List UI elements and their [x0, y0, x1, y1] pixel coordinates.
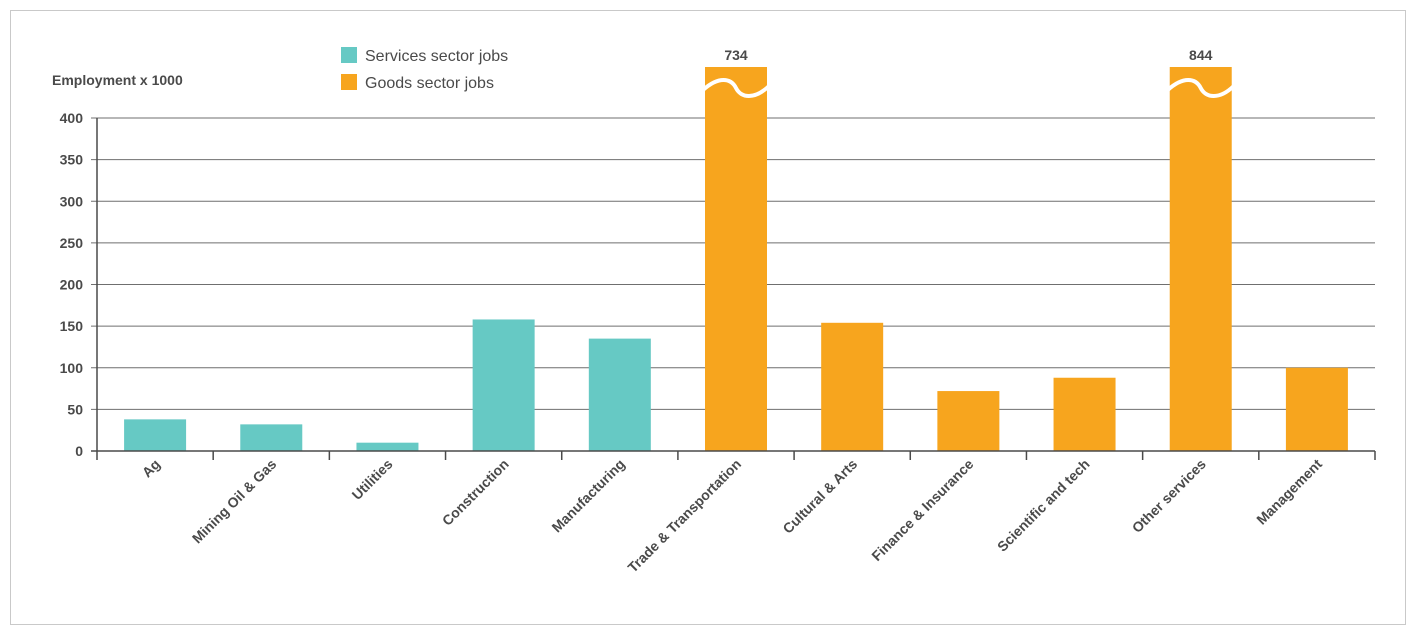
bar-6 — [821, 322, 884, 451]
category-label-1: Mining Oil & Gas — [189, 456, 280, 547]
legend-label-goods: Goods sector jobs — [365, 75, 494, 92]
bar-4 — [588, 338, 651, 451]
bar-5 — [705, 67, 767, 451]
category-label-8: Scientific and tech — [994, 456, 1093, 555]
bar-9 — [1169, 67, 1232, 451]
data-label-5: 734 — [724, 47, 748, 63]
y-tick-label-250: 250 — [60, 235, 84, 251]
y-tick-label-150: 150 — [60, 318, 84, 334]
legend-swatch-goods — [341, 74, 357, 90]
category-label-9: Other services — [1129, 456, 1209, 536]
y-tick-label-50: 50 — [67, 401, 83, 417]
y-axis-label: Employment x 1000 — [52, 72, 183, 88]
y-tick-label-400: 400 — [60, 110, 84, 126]
category-label-7: Finance & Insurance — [868, 456, 976, 564]
category-label-5: Trade & Transportation — [624, 456, 744, 576]
category-label-3: Construction — [439, 456, 512, 529]
category-label-2: Utilities — [348, 456, 395, 503]
y-tick-label-100: 100 — [60, 360, 84, 376]
legend-label-services: Services sector jobs — [365, 48, 508, 65]
y-tick-label-350: 350 — [60, 152, 84, 168]
bar-0 — [124, 419, 187, 451]
bar-2 — [356, 442, 419, 451]
axis-break-mark-9 — [1166, 78, 1236, 98]
bar-8 — [1053, 377, 1116, 451]
category-label-6: Cultural & Arts — [779, 456, 860, 537]
y-tick-label-0: 0 — [75, 443, 83, 459]
bar-7 — [937, 391, 1000, 451]
bar-1 — [240, 424, 303, 451]
axis-break-mark-5 — [701, 78, 771, 98]
y-tick-label-200: 200 — [60, 277, 84, 293]
bar-3 — [472, 319, 535, 451]
category-label-4: Manufacturing — [548, 456, 628, 536]
y-tick-label-300: 300 — [60, 193, 84, 209]
category-label-0: Ag — [139, 456, 164, 481]
bar-10 — [1285, 367, 1348, 451]
legend-swatch-services — [341, 47, 357, 63]
data-label-9: 844 — [1189, 47, 1213, 63]
category-label-10: Management — [1253, 456, 1325, 528]
